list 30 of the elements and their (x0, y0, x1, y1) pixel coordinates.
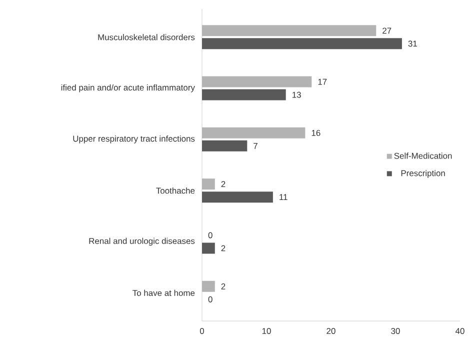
legend-label: Self-Medication (394, 152, 452, 159)
data-label: 27 (382, 28, 392, 34)
data-label: 0 (208, 232, 212, 238)
x-tick-label: 30 (391, 328, 400, 334)
data-label: 7 (254, 143, 258, 149)
data-label: 11 (280, 194, 288, 200)
data-label: 31 (408, 40, 417, 47)
legend-label: Prescription (401, 170, 445, 178)
y-tick-label: To have at home (132, 290, 195, 296)
x-tick-label: 40 (455, 328, 464, 334)
data-label: 16 (312, 130, 320, 136)
x-tick-label: 10 (262, 328, 271, 334)
bar (202, 192, 273, 203)
bar (202, 242, 215, 254)
y-tick-label: Renal and urologic diseases (89, 238, 195, 246)
data-label: 0 (208, 296, 212, 302)
y-tick-label: Upper respiratory tract infections (73, 135, 195, 144)
data-label: 2 (221, 283, 226, 290)
data-label: 2 (221, 245, 226, 252)
x-tick-label: 0 (200, 328, 204, 334)
data-label: 13 (292, 92, 301, 98)
data-label: 2 (221, 181, 226, 188)
y-tick-label: ified pain and/or acute inflammatory (61, 84, 195, 92)
bar (202, 89, 286, 100)
y-tick-label: Toothache (156, 187, 195, 194)
y-tick-label: Musculoskeletal disorders (98, 34, 195, 40)
bar (202, 38, 402, 50)
x-tick-label: 20 (326, 328, 336, 334)
data-label: 17 (318, 78, 327, 85)
bar (202, 140, 248, 152)
